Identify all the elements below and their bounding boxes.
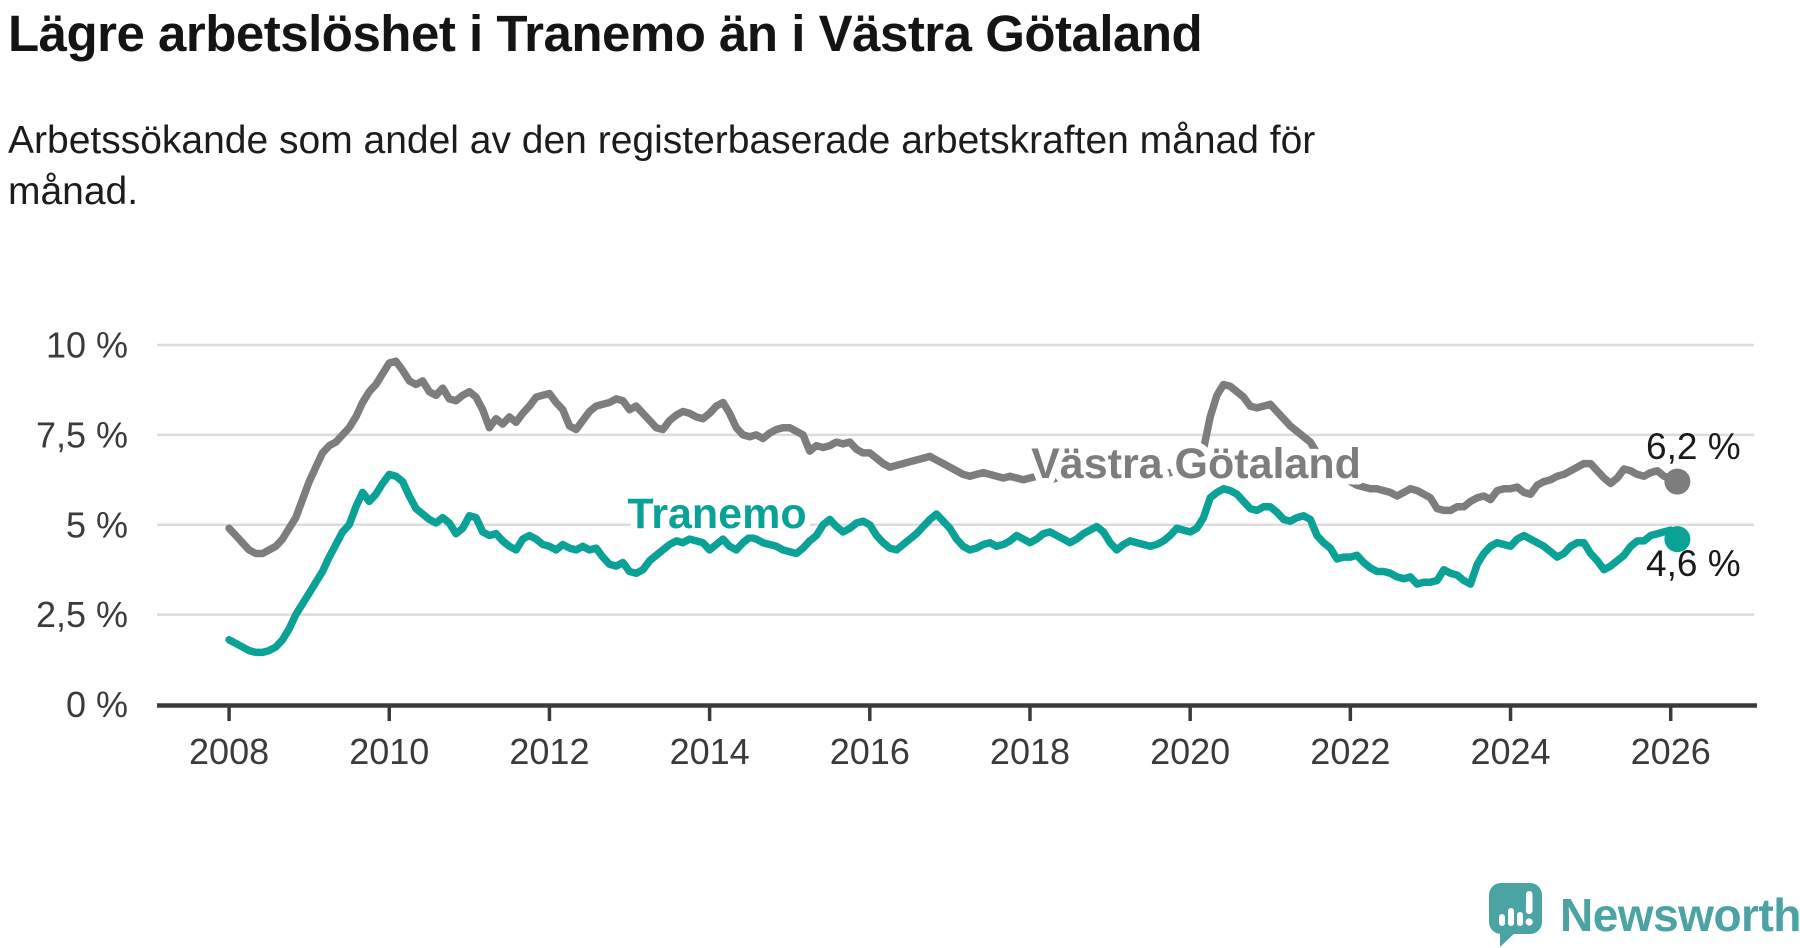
- newsworthy-bubble-chart-icon: [1489, 883, 1542, 947]
- x-tick-label: 2008: [189, 731, 269, 772]
- x-tick-label: 2024: [1470, 731, 1550, 772]
- y-tick-label: 2,5 %: [36, 594, 128, 635]
- x-tick-label: 2016: [830, 731, 910, 772]
- series-end-dot: [1664, 468, 1691, 495]
- series-line-tranemo: [225, 470, 1682, 657]
- y-tick-label: 0 %: [66, 684, 128, 725]
- newsworthy-wordmark: Newsworthy: [1560, 889, 1800, 941]
- x-tick-label: 2020: [1150, 731, 1230, 772]
- end-value-label: 4,6 %: [1646, 543, 1741, 584]
- series-end-dot: [1664, 526, 1691, 553]
- chart-subtitle: Arbetssökande som andel av den registerb…: [8, 119, 1316, 213]
- end-value-label: 6,2 %: [1646, 426, 1741, 467]
- series-name-label: Tranemo: [627, 490, 806, 538]
- x-tick-label: 2018: [990, 731, 1070, 772]
- y-tick-label: 5 %: [66, 504, 128, 545]
- x-tick-label: 2022: [1310, 731, 1390, 772]
- x-tick-label: 2012: [509, 731, 589, 772]
- x-tick-label: 2014: [670, 731, 750, 772]
- y-tick-label: 7,5 %: [36, 414, 128, 455]
- series-name-label: Västra Götaland: [1031, 440, 1361, 488]
- newsworthy-logo: Newsworthy: [1488, 882, 1800, 948]
- x-tick-label: 2010: [349, 731, 429, 772]
- x-tick-label: 2026: [1631, 731, 1711, 772]
- chart-title: Lägre arbetslöshet i Tranemo än i Västra…: [8, 5, 1203, 62]
- series-line-v-stra-g-taland: [225, 357, 1682, 558]
- y-tick-label: 10 %: [46, 325, 128, 366]
